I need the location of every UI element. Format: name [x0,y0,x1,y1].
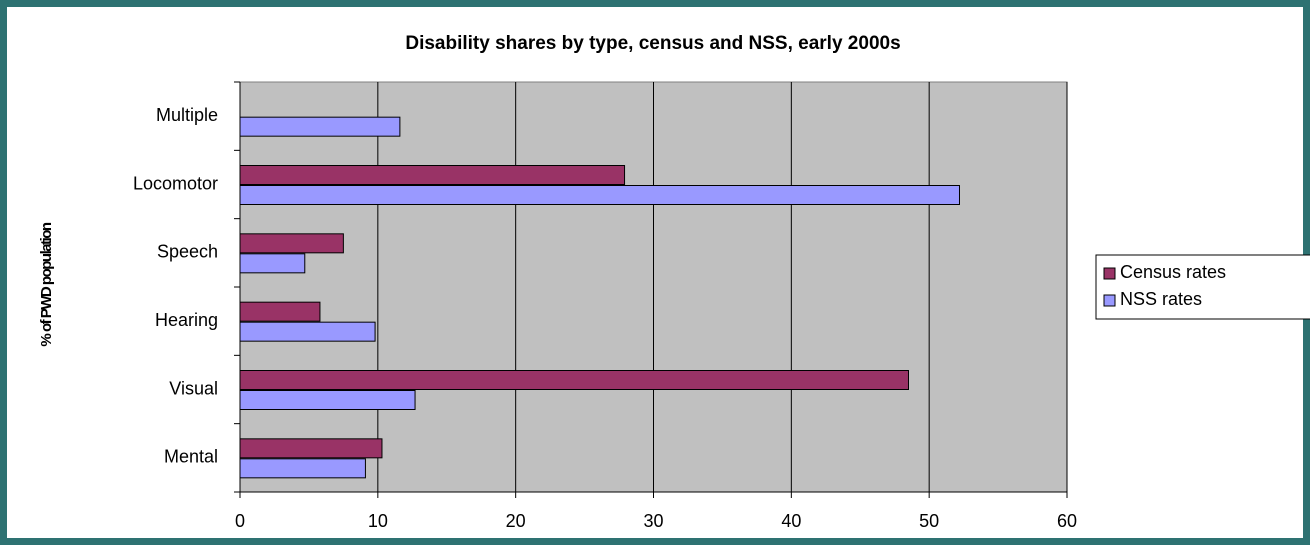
y-axis-label: % of PWD population [38,222,55,346]
bar [239,321,376,342]
bar [239,370,909,390]
bar [239,458,366,479]
y-tick-label: Visual [169,378,218,398]
legend-swatch [1103,267,1116,280]
bar [239,438,383,459]
x-tick-label: 40 [781,511,801,531]
x-tick-label: 20 [506,511,526,531]
chart-title: Disability shares by type, census and NS… [405,33,900,54]
legend-label: NSS rates [1120,289,1202,309]
bar [239,233,344,254]
y-tick-label: Hearing [155,310,218,330]
x-tick-label: 60 [1057,511,1077,531]
legend-swatch [1103,294,1116,307]
y-tick-label: Speech [157,242,218,262]
bar [239,165,626,185]
y-tick-label: Locomotor [133,173,218,193]
bar [239,253,306,274]
y-tick-label: Mental [164,447,218,467]
x-tick-label: 0 [235,511,245,531]
x-tick-label: 30 [643,511,663,531]
legend-label: Census rates [1120,262,1226,282]
bar [239,185,960,205]
y-tick-label: Multiple [156,105,218,125]
x-tick-label: 10 [368,511,388,531]
bar [239,301,321,322]
legend-box [1095,254,1310,320]
bar [239,390,416,410]
x-tick-label: 50 [919,511,939,531]
bar [239,116,401,137]
